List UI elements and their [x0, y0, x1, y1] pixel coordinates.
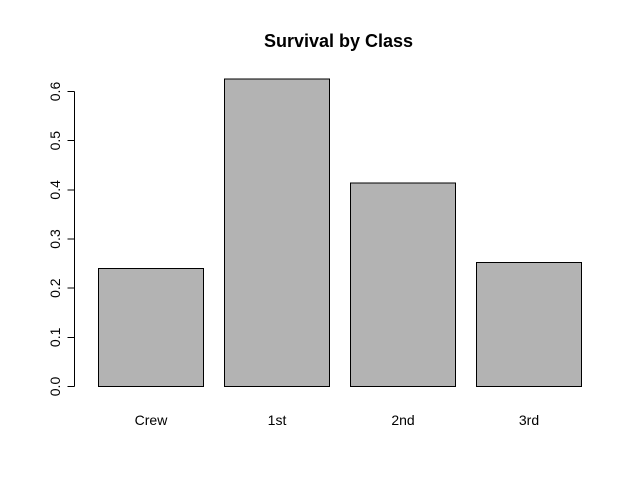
- y-tick-label: 0.2: [47, 278, 63, 298]
- x-axis-labels: Crew 1st 2nd 3rd: [135, 412, 539, 428]
- y-tick-label: 0.5: [47, 131, 63, 151]
- y-tick-label: 0.3: [47, 229, 63, 249]
- y-axis: 0.0 0.1 0.2 0.3 0.4 0.5 0.6: [47, 82, 75, 397]
- y-tick-label: 0.4: [47, 180, 63, 200]
- x-category-label: Crew: [135, 412, 169, 428]
- bar-crew: [98, 268, 204, 387]
- y-tick-label: 0.0: [47, 377, 63, 397]
- bars-group: [98, 78, 582, 388]
- y-tick-label: 0.1: [47, 327, 63, 347]
- chart-title: Survival by Class: [264, 31, 413, 51]
- bar-2nd: [350, 182, 456, 387]
- x-category-label: 2nd: [391, 412, 414, 428]
- bar-3rd: [476, 262, 582, 388]
- x-category-label: 1st: [268, 412, 287, 428]
- y-tick-label: 0.6: [47, 82, 63, 102]
- x-category-label: 3rd: [519, 412, 539, 428]
- bar-1st: [224, 78, 330, 387]
